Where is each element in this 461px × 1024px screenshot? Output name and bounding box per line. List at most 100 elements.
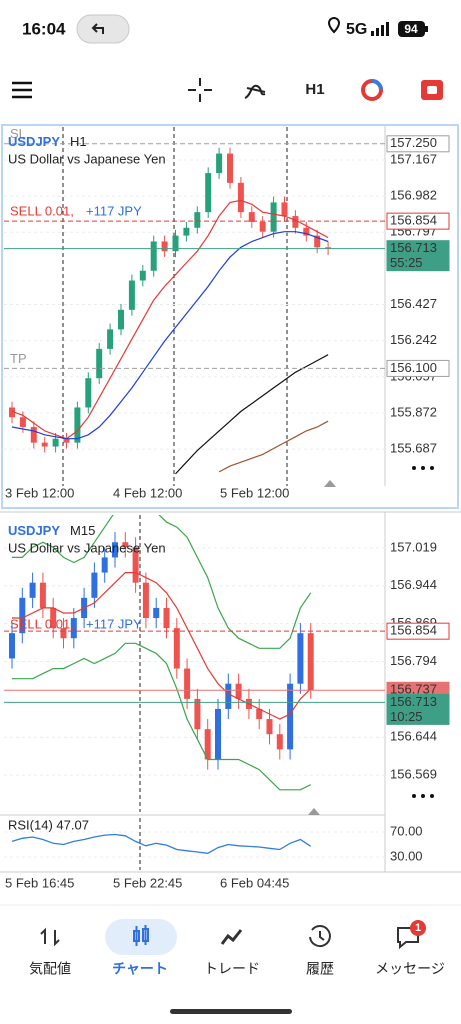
candle-body [287,683,294,750]
candle-body [63,438,70,443]
candle-body [112,542,118,558]
price-level-label: 156.737 [390,682,437,697]
candle-body [292,216,299,228]
candle-body [96,348,103,379]
candle-body [19,597,26,634]
indicator-line [11,231,329,440]
home-indicator [170,1009,292,1014]
plot [4,127,385,486]
symbol: USDJPY [8,523,60,538]
more-button[interactable] [412,466,434,470]
symbol-description: US Dollar vs Japanese Yen [8,540,166,555]
candle-body [325,247,332,249]
candle-body [139,270,146,281]
level-name: TP [10,351,27,366]
candle-body [70,618,77,639]
candle-body [266,719,273,735]
price-level-label: 156.100 [390,360,437,375]
candle-body [237,182,244,213]
history-icon [309,925,331,948]
price-level-box [386,693,450,725]
candle-body [205,173,212,213]
candle-body [41,442,48,447]
indicator-line [175,354,329,475]
candle-body [194,212,201,228]
timeframe-button[interactable]: H1 [305,81,324,98]
price-level-box [386,622,450,640]
candle-body [173,628,180,669]
rsi-tick-label: 70.00 [390,823,423,838]
nav-label[interactable]: 履歴 [306,961,334,977]
candle-body [225,683,232,709]
candle-body [314,235,321,248]
candle-body [276,734,283,750]
indicator-line [218,420,329,473]
rsi-line [11,833,312,854]
time-label: 5 Feb 22:45 [113,875,182,890]
symbol: USDJPY [8,134,60,149]
indicator-line [11,199,329,440]
time-label: 5 Feb 16:45 [5,875,74,890]
nav-label[interactable]: 気配値 [29,961,71,977]
time-label: 6 Feb 04:45 [220,875,289,890]
price-tick-label: 157.019 [390,539,437,554]
price-tick-label: 157.167 [390,151,437,166]
nav-label[interactable]: メッセージ [375,961,445,977]
price-tick-label: 155.872 [390,404,437,419]
candle-body [183,227,190,236]
candle-body [74,407,81,443]
candle-body [227,153,233,183]
candle-body [259,221,266,232]
price-level-label: 156.854 [390,213,437,228]
price-tick-label: 156.569 [390,767,437,782]
candle-body [215,708,221,760]
price-tick-label: 156.794 [390,653,437,668]
time-label: 3 Feb 12:00 [5,485,74,500]
candle-body [172,235,179,252]
nav-label[interactable]: トレード [204,961,260,977]
candle-body [122,542,129,548]
nav-label[interactable]: チャート [112,961,168,977]
candle-body [216,153,223,174]
candle-body [132,547,139,583]
candle-body [39,582,46,608]
candle-body [19,417,26,428]
indicator-button[interactable] [244,84,266,99]
trade-label: SELL 0.01, [10,203,74,218]
rsi-tick-label: 30.00 [390,848,423,863]
rsi-label: RSI(14) 47.07 [8,817,89,832]
candle-body [91,572,98,598]
back-button[interactable] [76,14,130,44]
candle-body [163,607,170,629]
candle-body [194,698,201,730]
symbol-description: US Dollar vs Japanese Yen [8,151,166,166]
menu-button[interactable] [12,81,32,99]
price-level-label: 157.250 [390,135,437,150]
candle-body [153,607,160,619]
bar-countdown: 55:25 [390,255,423,270]
crosshair-button[interactable] [188,78,212,102]
active-pill [105,919,177,955]
rsi-plot [4,818,385,870]
candle-body [107,329,114,349]
price-level-label: 156.854 [390,623,437,638]
signal-icon [371,22,389,36]
time-label: 5 Feb 12:00 [220,485,289,500]
price-tick-label: 156.242 [390,332,437,347]
candle-body [29,582,36,598]
objects-button[interactable] [361,79,383,101]
price-level-box [386,240,450,272]
chart-icon [133,925,149,946]
scroll-marker [324,480,336,487]
price-level-box [386,212,450,230]
more-button[interactable] [412,794,434,798]
battery [398,21,425,37]
location-icon [327,17,341,34]
candle-body [256,708,263,720]
candle-body [297,633,304,684]
candle-body [235,683,242,699]
candle-body [307,633,314,691]
price-tick-label: 156.982 [390,188,437,203]
trade-button[interactable] [421,80,443,100]
